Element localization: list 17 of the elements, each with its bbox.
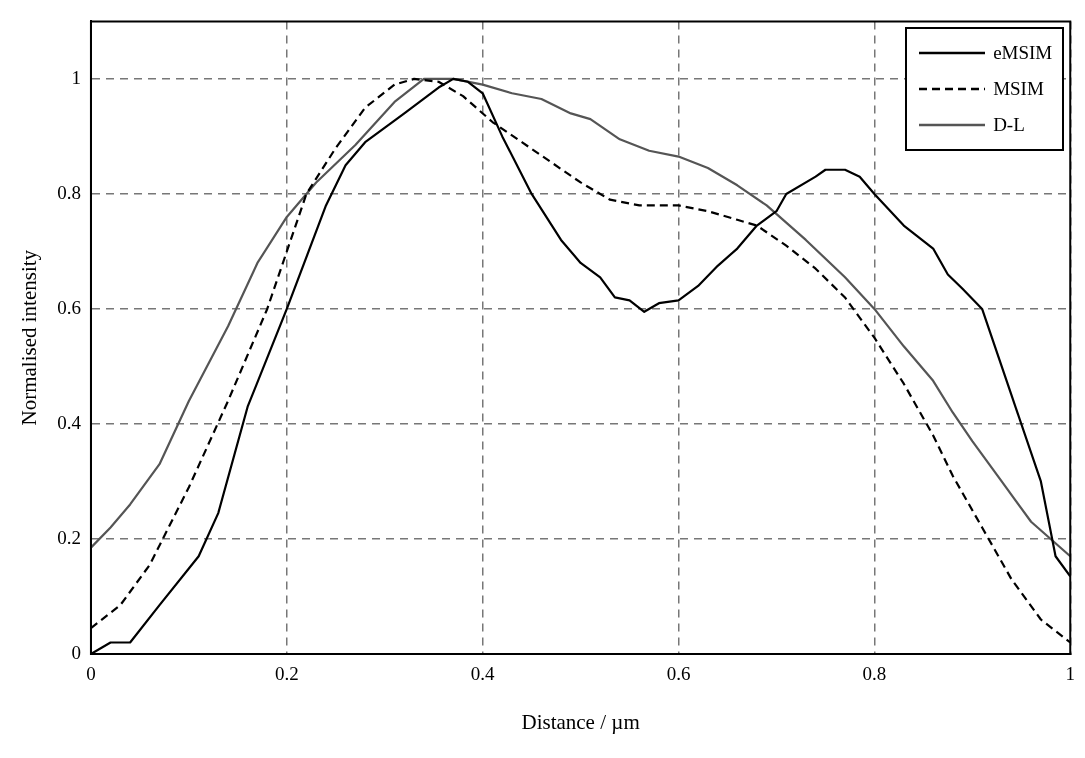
x-tick-label: 1 xyxy=(1065,663,1075,685)
x-tick-label: 0.2 xyxy=(274,663,299,685)
y-tick-label: 0.8 xyxy=(57,181,81,203)
y-tick-label: 0 xyxy=(71,641,81,663)
legend-label: MSIM xyxy=(993,78,1044,101)
x-tick-label: 0.6 xyxy=(666,663,691,685)
y-axis-title: Normalised intensity xyxy=(17,249,42,426)
x-axis-title: Distance / µm xyxy=(521,709,640,734)
y-tick-label: 1 xyxy=(71,66,81,88)
legend-label: D-L xyxy=(993,114,1025,137)
y-tick-label: 0.2 xyxy=(57,526,81,548)
x-tick-label: 0.8 xyxy=(862,663,887,685)
y-tick-label: 0.4 xyxy=(57,411,82,433)
x-tick-label: 0.4 xyxy=(470,663,496,685)
y-tick-label: 0.6 xyxy=(57,296,81,318)
x-tick-label: 0 xyxy=(86,663,96,685)
legend-label: eMSIM xyxy=(993,42,1053,65)
